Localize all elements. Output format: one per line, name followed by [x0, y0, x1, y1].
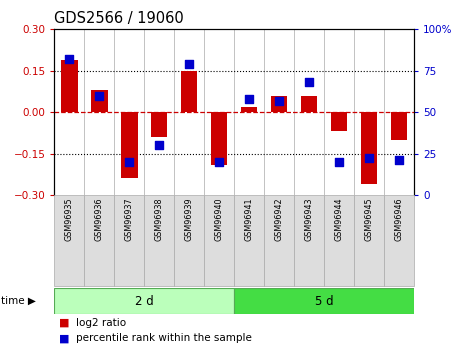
- Bar: [144, 195, 174, 286]
- Bar: [181, 71, 197, 112]
- Bar: [324, 195, 354, 286]
- Text: GSM96936: GSM96936: [95, 198, 104, 241]
- Text: GSM96935: GSM96935: [65, 198, 74, 241]
- Point: [156, 142, 163, 148]
- Bar: [384, 195, 414, 286]
- Bar: [331, 112, 347, 131]
- Point: [185, 61, 193, 67]
- Text: GSM96942: GSM96942: [274, 198, 284, 241]
- Point: [66, 56, 73, 62]
- Bar: [121, 112, 138, 178]
- Bar: [241, 107, 257, 112]
- Bar: [211, 112, 228, 165]
- Bar: [54, 195, 84, 286]
- Bar: [61, 60, 78, 112]
- Point: [365, 156, 373, 161]
- Bar: [271, 96, 287, 112]
- Bar: [361, 112, 377, 184]
- Point: [395, 157, 403, 163]
- Bar: [174, 195, 204, 286]
- Bar: [234, 288, 414, 314]
- Text: GSM96941: GSM96941: [245, 198, 254, 241]
- Text: GSM96937: GSM96937: [125, 198, 134, 241]
- Bar: [294, 195, 324, 286]
- Point: [335, 159, 343, 165]
- Text: GSM96940: GSM96940: [215, 198, 224, 241]
- Bar: [354, 195, 384, 286]
- Text: percentile rank within the sample: percentile rank within the sample: [76, 333, 252, 343]
- Text: ■: ■: [59, 318, 70, 328]
- Bar: [84, 195, 114, 286]
- Text: ■: ■: [59, 333, 70, 343]
- Bar: [151, 112, 167, 137]
- Point: [245, 96, 253, 102]
- Point: [96, 93, 103, 98]
- Bar: [391, 112, 407, 140]
- Point: [305, 80, 313, 85]
- Text: 5 d: 5 d: [315, 295, 333, 307]
- Bar: [204, 195, 234, 286]
- Text: GSM96943: GSM96943: [305, 198, 314, 241]
- Text: GSM96945: GSM96945: [364, 198, 374, 241]
- Text: GSM96939: GSM96939: [184, 198, 194, 241]
- Point: [125, 159, 133, 165]
- Bar: [114, 195, 144, 286]
- Text: GSM96938: GSM96938: [155, 198, 164, 241]
- Point: [215, 159, 223, 165]
- Text: GSM96946: GSM96946: [394, 198, 403, 241]
- Bar: [54, 288, 234, 314]
- Text: GDS2566 / 19060: GDS2566 / 19060: [54, 11, 184, 26]
- Bar: [301, 96, 317, 112]
- Bar: [91, 90, 107, 112]
- Text: 2 d: 2 d: [135, 295, 154, 307]
- Text: GSM96944: GSM96944: [334, 198, 343, 241]
- Text: time ▶: time ▶: [1, 296, 36, 306]
- Bar: [234, 195, 264, 286]
- Bar: [264, 195, 294, 286]
- Point: [275, 98, 283, 103]
- Text: log2 ratio: log2 ratio: [76, 318, 126, 328]
